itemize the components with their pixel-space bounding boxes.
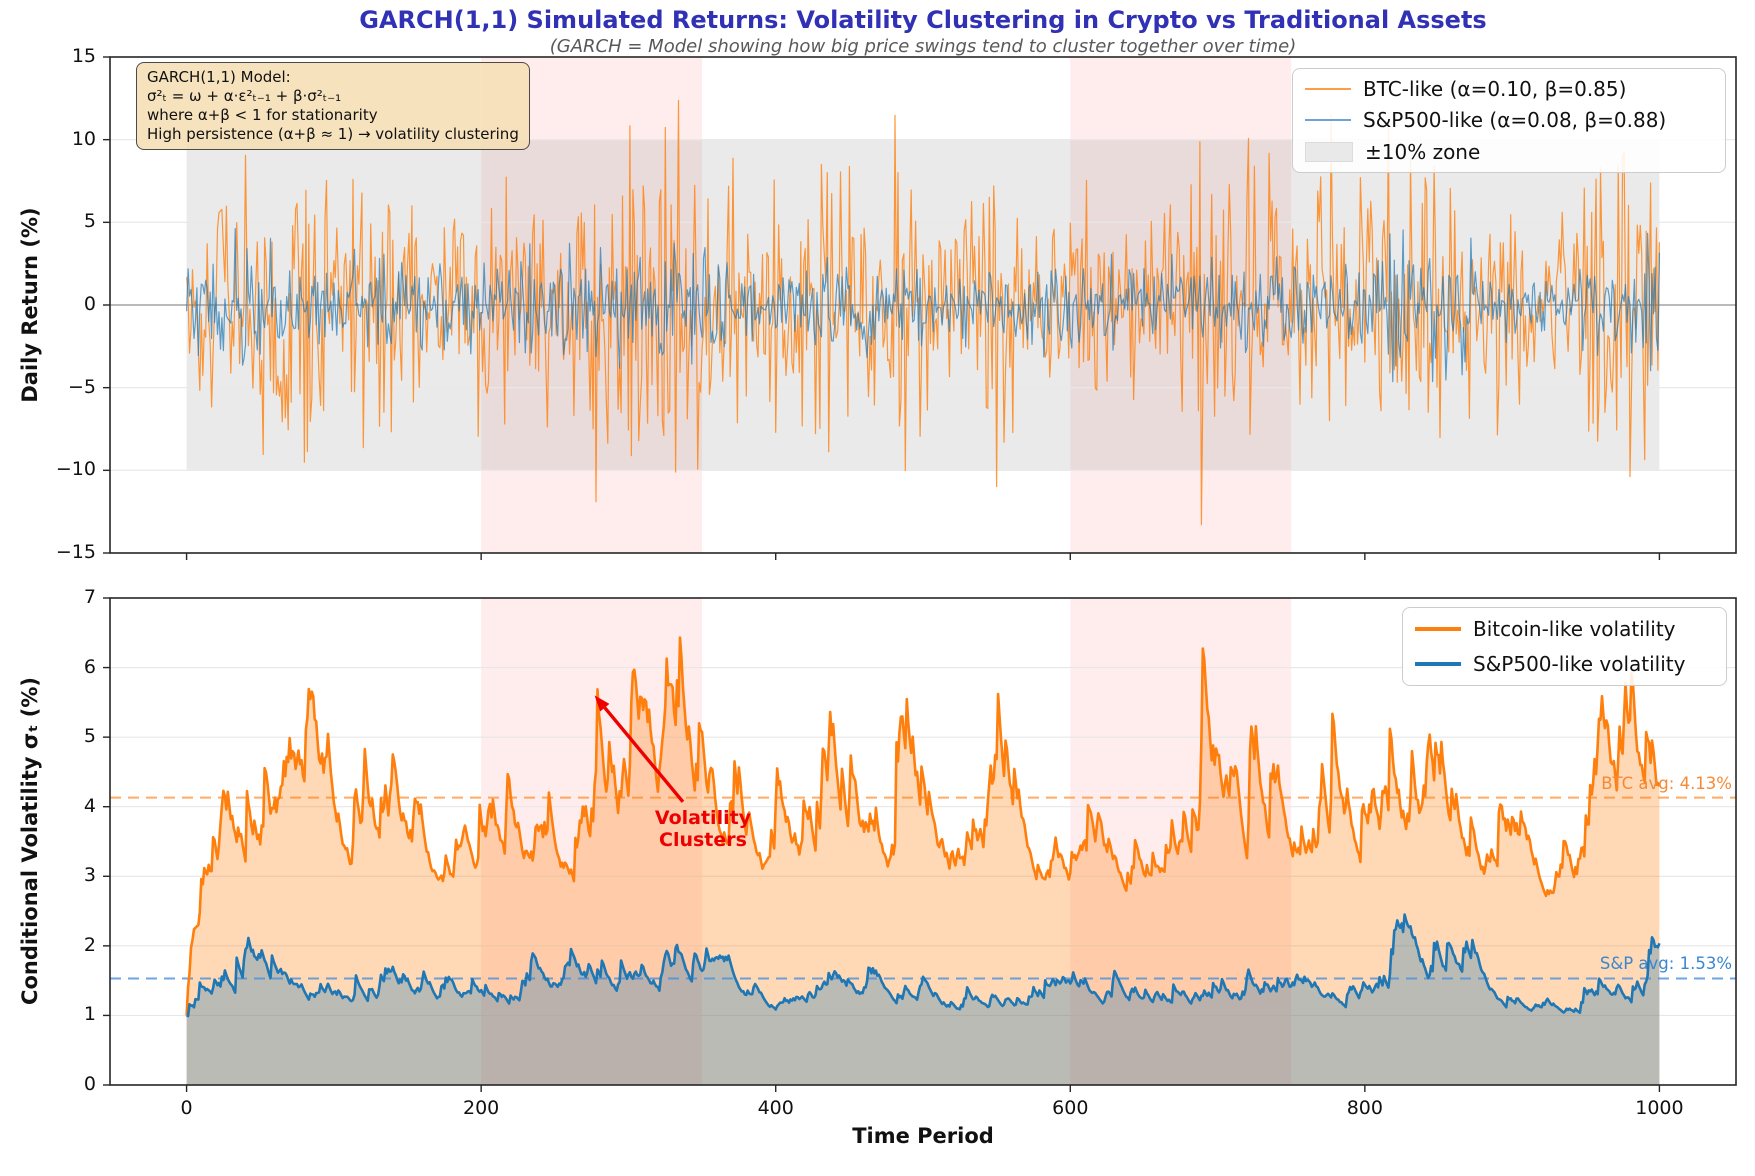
sp-average-label: S&P avg: 1.53% — [1599, 954, 1732, 973]
x-tick-label: 800 — [1346, 1097, 1383, 1119]
legend-label: ±10% zone — [1365, 140, 1481, 165]
x-tick-label: 0 — [180, 1097, 193, 1119]
bitcoin-volatility-line-sample-icon — [1415, 626, 1461, 631]
y-tick-label: 4 — [83, 794, 96, 817]
model-box-line: σ²ₜ = ω + α·ε²ₜ₋₁ + β·σ²ₜ₋₁ — [147, 87, 342, 105]
chart-subtitle: (GARCH = Model showing how big price swi… — [549, 36, 1297, 57]
garch-model-annotation-box: GARCH(1,1) Model: σ²ₜ = ω + α·ε²ₜ₋₁ + β·… — [136, 62, 530, 150]
y-tick-label: 3 — [83, 864, 96, 887]
sp500-volatility-line-sample-icon — [1415, 662, 1461, 667]
volatility-clusters-annotation: Volatility Clusters — [654, 807, 752, 851]
btc-line-sample-icon — [1305, 87, 1351, 90]
volatility-line — [186, 913, 1661, 1018]
y-tick-label: 7 — [83, 586, 96, 608]
legend-item-sp500-like: S&P500-like (α=0.08, β=0.88) — [1293, 108, 1725, 132]
returns-line — [186, 99, 1660, 526]
legend-item-bitcoin-volatility: Bitcoin-like volatility — [1403, 617, 1726, 641]
volatility-fill — [186, 637, 1660, 1085]
y-tick-label: 10 — [71, 127, 96, 150]
y-tick-label: −5 — [67, 375, 96, 398]
y-tick-label: 0 — [83, 293, 96, 315]
legend-item-zone: ±10% zone — [1293, 140, 1725, 164]
annotation-arrow-shaft — [603, 706, 685, 803]
x-tick-label: 400 — [757, 1097, 794, 1119]
y-tick-label: 15 — [71, 45, 96, 67]
model-box-line: where α+β < 1 for stationarity — [147, 106, 378, 124]
y-tick-label: 1 — [83, 1003, 96, 1026]
returns-line — [186, 228, 1660, 383]
x-tick-label: 600 — [1052, 1097, 1089, 1119]
y-tick-label: 5 — [83, 725, 96, 748]
sp500-line-sample-icon — [1305, 119, 1351, 122]
chart-title: GARCH(1,1) Simulated Returns: Volatility… — [359, 6, 1487, 34]
btc-average-label: BTC avg: 4.13% — [1601, 774, 1732, 793]
legend-item-btc-like: BTC-like (α=0.10, β=0.85) — [1293, 77, 1725, 101]
legend-label: BTC-like (α=0.10, β=0.85) — [1363, 76, 1627, 101]
annotation-arrow-head — [594, 695, 610, 712]
legend-item-sp500-volatility: S&P500-like volatility — [1403, 652, 1726, 676]
legend-label: Bitcoin-like volatility — [1473, 616, 1676, 641]
x-tick-label: 200 — [463, 1097, 500, 1119]
y-tick-label: 0 — [83, 1073, 96, 1095]
model-box-line: GARCH(1,1) Model: — [147, 68, 291, 86]
x-tick-label: 1000 — [1635, 1097, 1684, 1119]
returns-legend: BTC-like (α=0.10, β=0.85) S&P500-like (α… — [1292, 68, 1726, 173]
volatility-axes-frame — [109, 597, 1737, 1086]
legend-label: S&P500-like volatility — [1473, 652, 1686, 677]
x-axis-label: Time Period — [852, 1124, 994, 1148]
volatility-fill — [186, 914, 1660, 1085]
volatility-line — [185, 636, 1661, 1016]
volatility-legend: Bitcoin-like volatility S&P500-like vola… — [1402, 607, 1727, 686]
y-tick-label: 2 — [83, 933, 96, 956]
y-tick-label: −15 — [55, 541, 96, 563]
y-tick-label: 5 — [83, 210, 96, 233]
zone-patch-sample-icon — [1305, 142, 1353, 163]
model-box-line: High persistence (α+β ≈ 1) → volatility … — [147, 125, 519, 143]
legend-label: S&P500-like (α=0.08, β=0.88) — [1363, 108, 1667, 133]
y-tick-label: −10 — [55, 458, 96, 481]
y-tick-label: 6 — [83, 655, 96, 678]
